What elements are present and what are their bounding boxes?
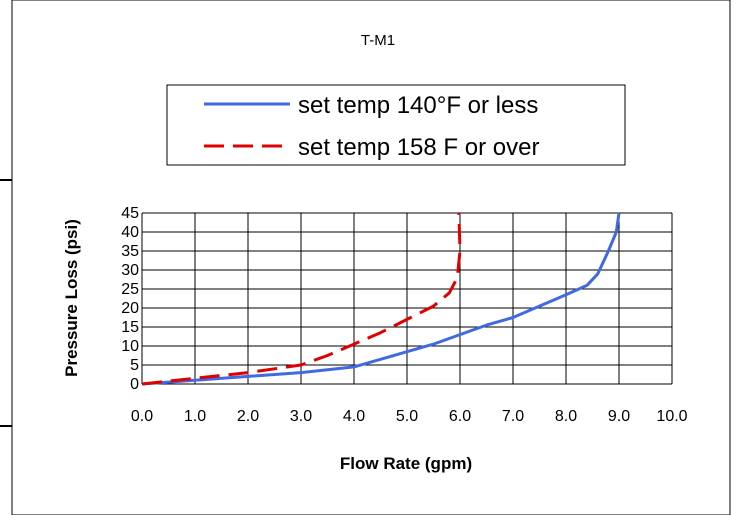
x-axis-title: Flow Rate (gpm): [340, 454, 472, 473]
y-tick-label: 15: [121, 319, 139, 336]
x-tick-label: 3.0: [290, 408, 312, 425]
series-line-1: [141, 212, 621, 386]
x-tick-label: 4.0: [343, 408, 365, 425]
legend-label-series-1: set temp 140°F or less: [298, 92, 538, 119]
x-tick-label: 6.0: [449, 408, 471, 425]
x-tick-label: 8.0: [555, 408, 577, 425]
x-tick-label: 0.0: [131, 408, 153, 425]
x-tick-label: 2.0: [237, 408, 259, 425]
series-line-2: [141, 212, 462, 386]
x-tick-label: 1.0: [184, 408, 206, 425]
plot-area: 0.0 1.0 2.0 3.0 4.0 5.0 6.0 7.0 8.0 9.0 10.0 0 5 10 15…: [121, 205, 687, 425]
y-tick-label: 10: [121, 338, 139, 355]
y-tick-label: 20: [121, 300, 139, 317]
y-axis-title: Pressure Loss (psi): [62, 219, 81, 377]
y-tick-label: 25: [121, 281, 139, 298]
legend-box: [166, 84, 626, 166]
y-tick-label: 45: [121, 205, 139, 222]
x-tick-label: 7.0: [502, 408, 524, 425]
x-tick-label: 5.0: [396, 408, 418, 425]
legend-label-series-2: set temp 158 F or over: [298, 134, 539, 161]
y-tick-label: 40: [121, 224, 139, 241]
y-tick-label: 30: [121, 262, 139, 279]
chart-title: T-M1: [361, 32, 395, 49]
chart-frame-border: [11, 0, 731, 515]
y-tick-label: 5: [130, 357, 139, 374]
legend: set temp 140°F or less set temp 158 F or…: [166, 84, 626, 166]
x-tick-label: 9.0: [608, 408, 630, 425]
x-tick-label: 10.0: [656, 408, 687, 425]
y-tick-label: 0: [130, 376, 139, 393]
y-tick-label: 35: [121, 243, 139, 260]
